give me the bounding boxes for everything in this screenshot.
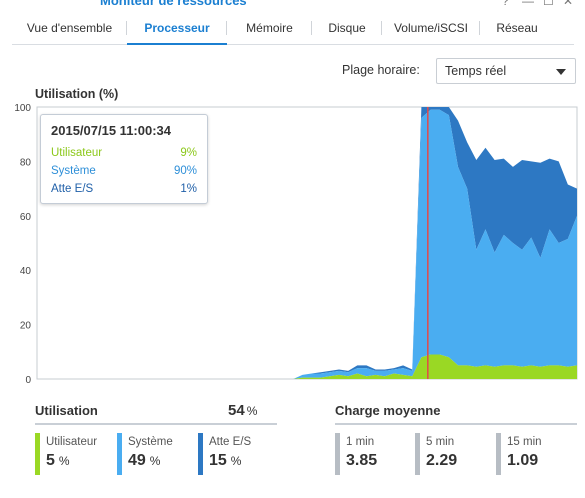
stat-system-number: 49 <box>128 452 146 469</box>
time-range-value: Temps réel <box>445 64 507 78</box>
load-average-title: Charge moyenne <box>335 403 441 418</box>
minimize-icon[interactable]: — <box>522 0 534 8</box>
load-15min: 15 min 1.09 <box>496 433 574 475</box>
utilisation-total-unit: % <box>246 404 258 418</box>
stat-io-label: Atte E/S <box>209 436 252 448</box>
tooltip-io-label: Atte E/S <box>51 183 94 195</box>
stat-io-bar <box>198 433 203 475</box>
window-title: Moniteur de ressources <box>100 0 247 8</box>
y-tick-label: 0 <box>25 375 31 386</box>
load-1min-bar <box>335 433 340 475</box>
stat-user-unit: % <box>58 454 70 468</box>
y-tick-label: 80 <box>20 157 32 168</box>
load-5min-label: 5 min <box>426 436 455 448</box>
stat-system: Système 49% <box>117 433 195 475</box>
series-system-area <box>37 109 577 379</box>
chevron-down-icon <box>556 69 566 75</box>
tab-disk-label: Disque <box>328 21 366 35</box>
time-range-select[interactable]: Temps réel <box>436 58 576 84</box>
chart-title: Utilisation (%) <box>35 87 119 101</box>
y-tick-label: 60 <box>20 212 32 223</box>
load-15min-value: 1.09 <box>507 452 539 469</box>
active-tab-indicator <box>127 43 227 45</box>
tab-disk[interactable]: Disque <box>312 12 382 44</box>
tab-overview[interactable]: Vue d'ensemble <box>12 12 127 44</box>
stat-user-label: Utilisateur <box>46 436 98 448</box>
load-average-divider <box>335 423 577 425</box>
stat-io-value: 15% <box>209 452 241 470</box>
tab-network-label: Réseau <box>496 21 538 35</box>
tab-memory[interactable]: Mémoire <box>227 12 312 44</box>
load-1min-value: 3.85 <box>346 452 378 469</box>
tab-processor[interactable]: Processeur <box>127 12 227 45</box>
load-1min-label: 1 min <box>346 436 375 448</box>
tab-network[interactable]: Réseau <box>480 12 554 44</box>
utilisation-total: 54% <box>228 402 257 419</box>
stat-io: Atte E/S 15% <box>198 433 276 475</box>
tab-bar: Vue d'ensemble Processeur Mémoire Disque… <box>12 12 574 45</box>
tooltip-user-value: 9% <box>180 147 197 159</box>
stat-system-unit: % <box>149 454 161 468</box>
tooltip-time: 2015/07/15 11:00:34 <box>51 123 171 138</box>
stat-system-value: 49% <box>128 452 160 470</box>
tooltip-user-label: Utilisateur <box>51 147 103 159</box>
stat-user: Utilisateur 5% <box>35 433 113 475</box>
window-titlebar: Moniteur de ressources ? — ☐ ✕ <box>0 0 585 10</box>
tooltip-system-label: Système <box>51 165 96 177</box>
y-tick-label: 40 <box>20 266 32 277</box>
y-tick-label: 20 <box>20 321 32 332</box>
load-15min-bar <box>496 433 501 475</box>
load-5min-bar <box>415 433 420 475</box>
tooltip-row-io: Atte E/S 1% <box>51 183 197 195</box>
time-range-label: Plage horaire: <box>342 63 420 77</box>
maximize-icon[interactable]: ☐ <box>543 0 554 8</box>
utilisation-title: Utilisation <box>35 403 98 418</box>
tooltip-system-value: 90% <box>173 165 197 177</box>
load-15min-label: 15 min <box>507 436 542 448</box>
stat-io-unit: % <box>230 454 242 468</box>
tab-memory-label: Mémoire <box>246 21 293 35</box>
y-tick-label: 100 <box>14 103 31 114</box>
close-icon[interactable]: ✕ <box>563 0 574 8</box>
load-5min: 5 min 2.29 <box>415 433 493 475</box>
tab-volume-iscsi-label: Volume/iSCSI <box>393 21 469 35</box>
tooltip-io-value: 1% <box>180 183 197 195</box>
series-user-area <box>37 354 577 379</box>
tab-volume-iscsi[interactable]: Volume/iSCSI <box>382 12 480 44</box>
tab-processor-label: Processeur <box>144 21 210 35</box>
stat-user-number: 5 <box>46 452 55 469</box>
help-icon[interactable]: ? <box>502 0 509 8</box>
stat-io-number: 15 <box>209 452 227 469</box>
load-1min: 1 min 3.85 <box>335 433 413 475</box>
stat-system-label: Système <box>128 436 173 448</box>
utilisation-total-value: 54 <box>228 402 245 419</box>
utilisation-divider <box>35 423 277 425</box>
tab-overview-label: Vue d'ensemble <box>26 21 113 35</box>
load-5min-value: 2.29 <box>426 452 458 469</box>
stat-system-bar <box>117 433 122 475</box>
stat-user-bar <box>35 433 40 475</box>
tooltip-row-system: Système 90% <box>51 165 197 177</box>
tooltip-row-user: Utilisateur 9% <box>51 147 197 159</box>
stat-user-value: 5% <box>46 452 70 470</box>
chart-tooltip: 2015/07/15 11:00:34 Utilisateur 9% Systè… <box>40 114 208 204</box>
